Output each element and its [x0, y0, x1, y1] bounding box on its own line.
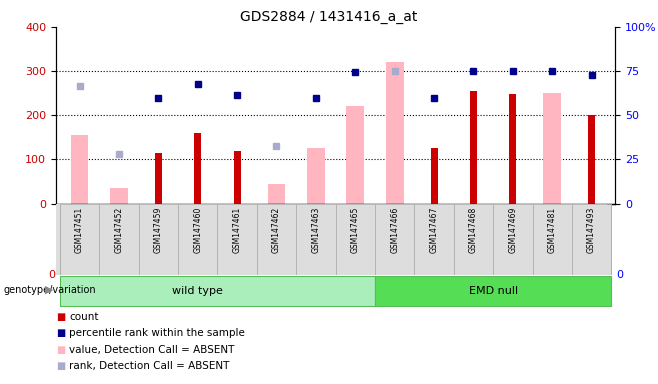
Bar: [155, 153, 162, 204]
Bar: [544, 93, 561, 204]
Text: count: count: [69, 312, 99, 322]
Text: ■: ■: [56, 328, 65, 338]
Text: GDS2884 / 1431416_a_at: GDS2884 / 1431416_a_at: [240, 10, 418, 23]
Bar: [336, 204, 375, 275]
Bar: [257, 204, 296, 275]
Bar: [375, 204, 415, 275]
Text: GSM147466: GSM147466: [390, 207, 399, 253]
Bar: [386, 62, 403, 204]
Text: rank, Detection Call = ABSENT: rank, Detection Call = ABSENT: [69, 361, 230, 371]
Text: 0: 0: [616, 270, 623, 280]
Bar: [532, 204, 572, 275]
Text: 0: 0: [48, 270, 55, 280]
Bar: [178, 204, 217, 275]
Bar: [70, 135, 88, 204]
Bar: [268, 184, 286, 204]
Text: value, Detection Call = ABSENT: value, Detection Call = ABSENT: [69, 345, 234, 355]
Bar: [234, 151, 241, 204]
Text: GSM147459: GSM147459: [154, 207, 163, 253]
Bar: [375, 276, 611, 306]
Text: GSM147452: GSM147452: [114, 207, 124, 253]
Text: GSM147462: GSM147462: [272, 207, 281, 253]
Text: EMD null: EMD null: [468, 286, 518, 296]
Text: GSM147461: GSM147461: [233, 207, 241, 253]
Bar: [454, 204, 493, 275]
Text: GSM147468: GSM147468: [469, 207, 478, 253]
Text: ■: ■: [56, 345, 65, 355]
Bar: [296, 204, 336, 275]
Bar: [139, 204, 178, 275]
Text: GSM147493: GSM147493: [587, 207, 596, 253]
Text: GSM147465: GSM147465: [351, 207, 360, 253]
Bar: [60, 204, 99, 275]
Bar: [217, 204, 257, 275]
Text: GSM147451: GSM147451: [75, 207, 84, 253]
Bar: [493, 204, 532, 275]
Text: ▶: ▶: [45, 285, 54, 295]
Text: GSM147481: GSM147481: [547, 207, 557, 253]
Bar: [430, 148, 438, 204]
Text: ■: ■: [56, 312, 65, 322]
Text: GSM147460: GSM147460: [193, 207, 202, 253]
Text: percentile rank within the sample: percentile rank within the sample: [69, 328, 245, 338]
Bar: [346, 106, 364, 204]
Text: GSM147463: GSM147463: [311, 207, 320, 253]
Text: wild type: wild type: [172, 286, 223, 296]
Bar: [415, 204, 454, 275]
Bar: [470, 91, 477, 204]
Bar: [194, 133, 201, 204]
Text: genotype/variation: genotype/variation: [3, 285, 96, 295]
Bar: [509, 94, 517, 204]
Bar: [110, 188, 128, 204]
Bar: [99, 204, 139, 275]
Bar: [307, 148, 325, 204]
Bar: [572, 204, 611, 275]
Text: ■: ■: [56, 361, 65, 371]
Text: GSM147469: GSM147469: [509, 207, 517, 253]
Bar: [588, 115, 595, 204]
Bar: [60, 276, 375, 306]
Text: GSM147467: GSM147467: [430, 207, 438, 253]
